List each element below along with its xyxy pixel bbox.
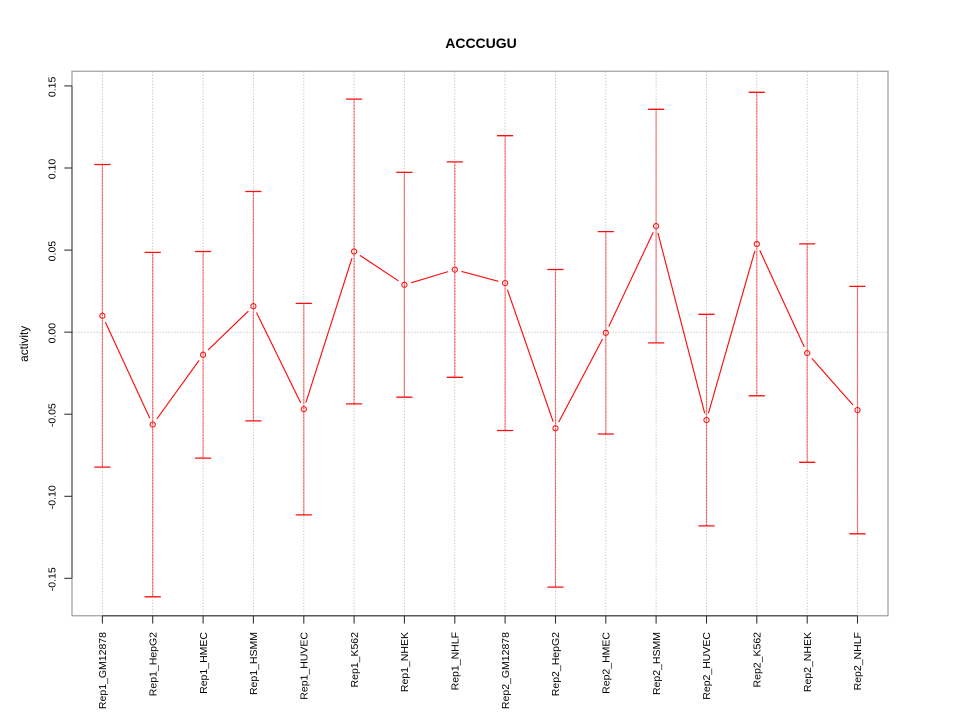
svg-text:-0.05: -0.05 — [47, 403, 59, 427]
svg-text:0.00: 0.00 — [47, 323, 59, 344]
svg-text:Rep2_NHEK: Rep2_NHEK — [802, 632, 814, 692]
svg-text:Rep2_NHLF: Rep2_NHLF — [852, 632, 864, 690]
svg-text:Rep2_HepG2: Rep2_HepG2 — [550, 632, 562, 696]
svg-text:Rep1_HSMM: Rep1_HSMM — [248, 632, 260, 695]
svg-text:Rep1_K562: Rep1_K562 — [349, 632, 361, 688]
svg-text:ACCCUGU: ACCCUGU — [445, 35, 517, 51]
svg-text:Rep2_K562: Rep2_K562 — [752, 632, 764, 688]
svg-text:0.10: 0.10 — [47, 159, 59, 180]
svg-text:Rep1_NHEK: Rep1_NHEK — [399, 632, 411, 692]
svg-text:Rep2_HSMM: Rep2_HSMM — [651, 632, 663, 695]
svg-text:0.15: 0.15 — [47, 77, 59, 98]
svg-text:activity: activity — [17, 326, 31, 362]
svg-text:Rep2_HUVEC: Rep2_HUVEC — [701, 632, 713, 700]
svg-text:Rep1_HMEC: Rep1_HMEC — [198, 632, 210, 694]
svg-text:Rep1_GM12878: Rep1_GM12878 — [97, 632, 109, 709]
svg-text:Rep2_HMEC: Rep2_HMEC — [601, 632, 613, 694]
svg-text:-0.10: -0.10 — [47, 485, 59, 509]
svg-text:Rep2_GM12878: Rep2_GM12878 — [500, 632, 512, 709]
svg-text:Rep1_HUVEC: Rep1_HUVEC — [299, 632, 311, 700]
svg-text:0.05: 0.05 — [47, 241, 59, 262]
svg-text:Rep1_HepG2: Rep1_HepG2 — [147, 632, 159, 696]
svg-text:Rep1_NHLF: Rep1_NHLF — [450, 632, 462, 690]
svg-text:-0.15: -0.15 — [47, 567, 59, 591]
